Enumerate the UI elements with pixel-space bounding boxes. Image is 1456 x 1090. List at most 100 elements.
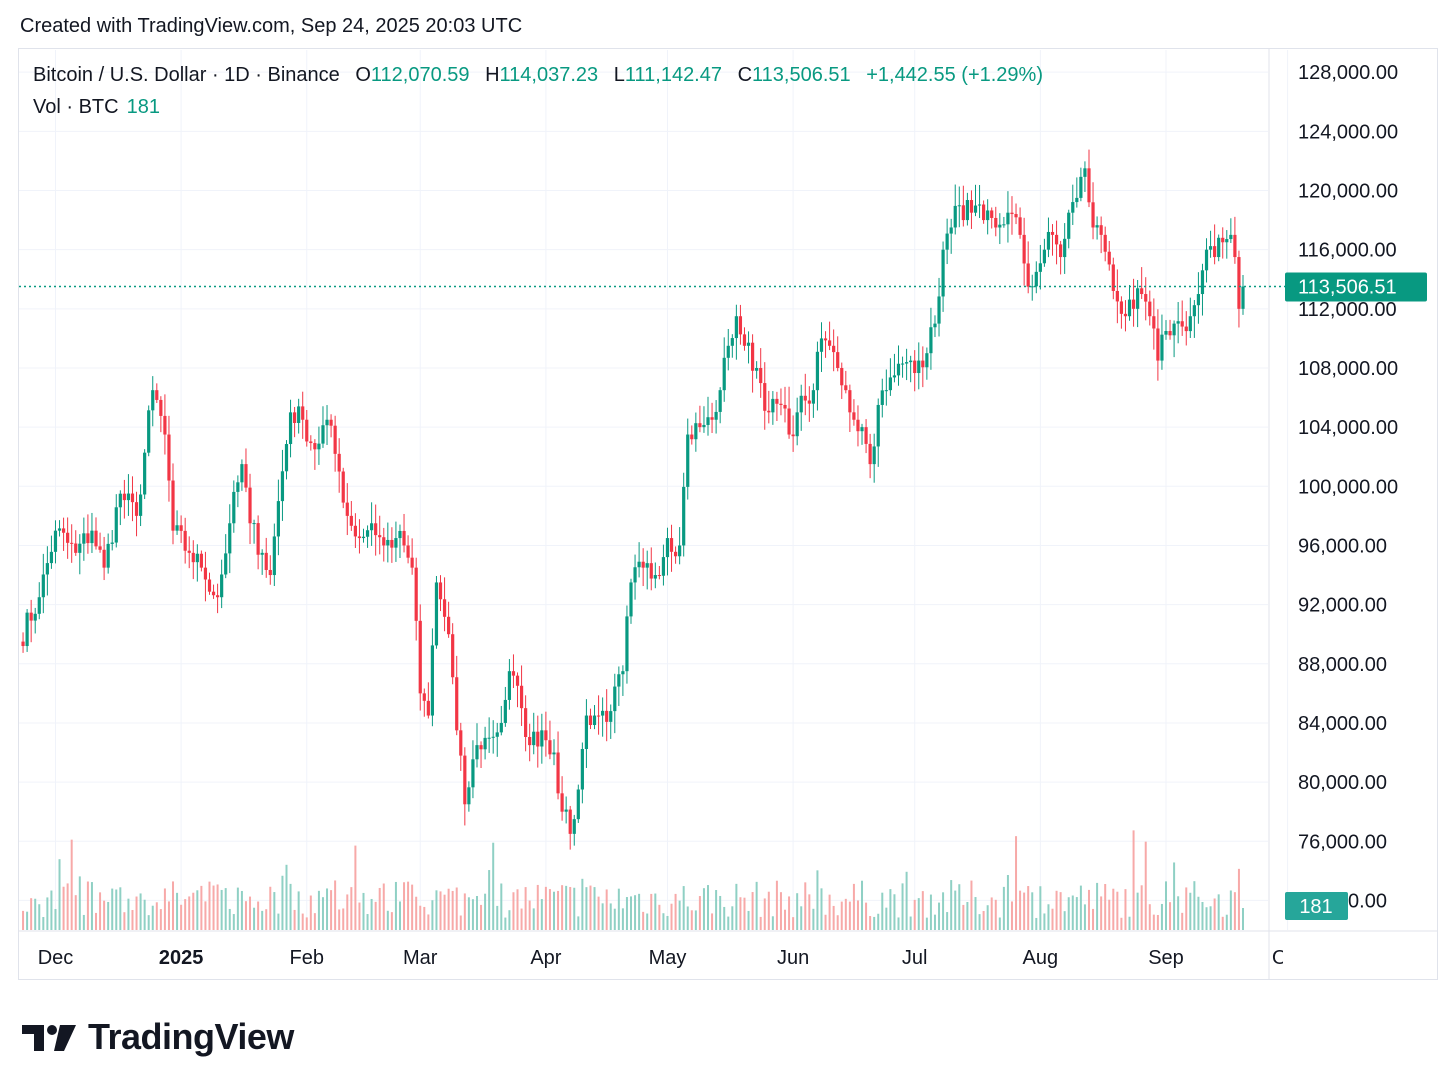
candle-body xyxy=(572,819,576,834)
ohlc-legend: Bitcoin / U.S. Dollar · 1D · Binance O11… xyxy=(33,64,1043,87)
candle-body xyxy=(973,205,978,213)
candle-body xyxy=(844,385,848,391)
candle-body xyxy=(787,408,791,435)
volume-bar xyxy=(1225,914,1228,930)
volume-bar xyxy=(642,911,645,930)
volume-bar xyxy=(1156,914,1159,930)
volume-bar xyxy=(119,887,122,930)
candle-body xyxy=(414,567,418,621)
candle-body xyxy=(1196,294,1201,306)
candle-body xyxy=(1127,299,1132,317)
candle-body xyxy=(1018,217,1022,235)
volume-bar xyxy=(694,910,697,930)
candle-body xyxy=(207,579,212,592)
volume-bar xyxy=(893,894,896,930)
x-tick-label: Mar xyxy=(403,947,438,969)
candle-body xyxy=(1111,264,1115,291)
volume-bar xyxy=(1087,889,1090,930)
candle-body xyxy=(1063,238,1067,258)
candle-body xyxy=(1221,237,1225,243)
volume-bar xyxy=(1067,897,1070,930)
candle-body xyxy=(941,249,945,297)
volume-bar xyxy=(617,888,620,930)
candle-body xyxy=(1188,316,1192,332)
volume-bar xyxy=(1193,881,1196,930)
candle-body xyxy=(374,523,378,536)
volume-bar xyxy=(1136,892,1139,930)
candle-body xyxy=(1087,168,1091,203)
candle-body xyxy=(463,755,467,805)
high-value: 114,037.23 xyxy=(499,64,599,86)
volume-bar xyxy=(532,908,535,930)
volume-bar xyxy=(686,906,689,930)
candle-body xyxy=(357,536,362,539)
candle-body xyxy=(690,434,694,440)
candle-body xyxy=(755,367,759,371)
candle-body xyxy=(1184,326,1188,332)
volume-bar xyxy=(763,898,766,930)
volume-bar xyxy=(334,880,337,930)
candle-body xyxy=(220,574,224,598)
candle-body xyxy=(953,205,957,228)
candle-body xyxy=(471,759,475,788)
x-tick-label: Feb xyxy=(290,947,324,969)
volume-bar xyxy=(970,880,973,930)
volume-bar xyxy=(573,887,576,930)
volume-bar xyxy=(1237,868,1240,930)
candle-body xyxy=(1079,176,1083,198)
volume-bar xyxy=(719,895,722,930)
candle-body xyxy=(1022,234,1026,264)
candle-body xyxy=(114,507,118,543)
volume-bar xyxy=(917,898,920,930)
volume-bar xyxy=(492,842,495,930)
volume-bar xyxy=(654,893,657,930)
volume-bar xyxy=(1173,862,1176,930)
volume-bar xyxy=(127,898,130,930)
volume-bar xyxy=(123,912,126,930)
candle-body xyxy=(1140,288,1144,295)
volume-bar xyxy=(212,885,215,930)
candle-body xyxy=(244,464,248,488)
volume-bar xyxy=(1108,899,1111,930)
candle-body xyxy=(199,553,203,568)
volume-bar xyxy=(447,888,450,930)
candle-body xyxy=(451,634,455,678)
volume-bar xyxy=(1205,907,1208,930)
candle-body xyxy=(305,419,309,442)
candle-body xyxy=(1006,212,1010,225)
candle-body xyxy=(459,730,463,756)
volume-bar xyxy=(609,903,612,930)
candle-body xyxy=(236,482,240,492)
candle-body xyxy=(653,575,657,579)
candle-body xyxy=(74,543,78,553)
candle-body xyxy=(280,471,285,502)
volume-bar xyxy=(1144,841,1147,930)
y-tick-label: 80,000.00 xyxy=(1298,772,1387,794)
volume-bar xyxy=(832,905,835,930)
volume-bar xyxy=(938,902,941,930)
volume-bar xyxy=(666,915,669,930)
volume-bar xyxy=(66,883,69,930)
candle-body xyxy=(1046,231,1051,250)
candle-body xyxy=(884,390,888,392)
candle-body xyxy=(722,357,726,391)
candle-body xyxy=(621,671,625,675)
candle-body xyxy=(750,342,755,371)
volume-bar xyxy=(966,901,969,930)
y-tick-label: 128,000.00 xyxy=(1298,62,1398,84)
volume-bar xyxy=(852,883,855,930)
volume-bar xyxy=(269,886,272,930)
candle-body xyxy=(122,493,126,501)
last-price-tag-label: 113,506.51 xyxy=(1298,277,1397,299)
volume-bar xyxy=(423,906,426,930)
volume-bar xyxy=(394,881,397,930)
low-value: 111,142.47 xyxy=(624,64,722,86)
candle-body xyxy=(795,412,799,437)
candle-body xyxy=(382,537,386,546)
volume-bar xyxy=(715,890,718,930)
volume-bar xyxy=(613,908,616,930)
volume-bar xyxy=(281,875,284,930)
candle-body xyxy=(1180,321,1184,327)
candle-body xyxy=(848,390,852,413)
